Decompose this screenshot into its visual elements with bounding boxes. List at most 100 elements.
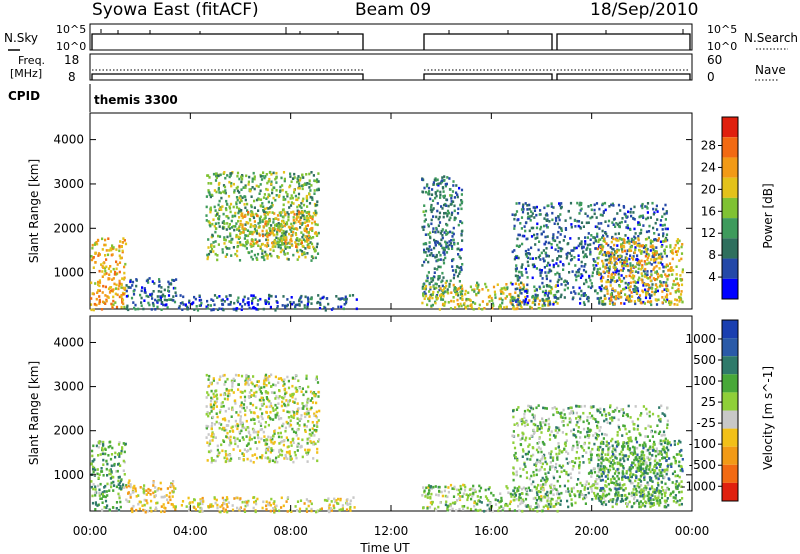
velocity-cell — [224, 460, 228, 463]
velocity-cell — [296, 509, 299, 512]
power-cell — [640, 228, 643, 232]
power-cell — [207, 252, 211, 256]
velocity-cell — [310, 434, 313, 437]
power-cell — [442, 186, 445, 190]
velocity-cell — [269, 450, 272, 454]
power-cell — [552, 235, 555, 238]
power-cell — [290, 226, 293, 230]
velocity-cell — [205, 405, 208, 408]
power-colorbar-segment — [722, 117, 738, 138]
power-cell — [455, 293, 458, 296]
power-cell — [293, 176, 296, 179]
power-cell — [509, 299, 512, 302]
power-cell — [445, 198, 448, 201]
power-cell — [249, 242, 252, 246]
velocity-cell — [303, 412, 306, 415]
power-cell — [260, 204, 263, 208]
power-cell — [653, 266, 656, 269]
velocity-cell — [249, 433, 252, 437]
power-cell — [513, 213, 516, 217]
power-cell — [428, 295, 432, 299]
power-cell — [543, 304, 547, 307]
power-cell — [259, 297, 262, 301]
velocity-cell — [118, 455, 121, 458]
power-cell — [654, 278, 657, 281]
velocity-cell — [226, 398, 229, 401]
velocity-cell — [277, 396, 280, 400]
power-cell — [212, 218, 215, 221]
power-cell — [275, 176, 278, 179]
power-cell — [550, 286, 553, 289]
power-cell — [665, 254, 668, 258]
power-cell — [575, 278, 578, 282]
power-cell — [434, 192, 437, 195]
power-cell — [238, 191, 241, 194]
power-cell — [424, 233, 427, 236]
velocity-cell — [119, 479, 123, 483]
power-cell — [286, 211, 289, 214]
velocity-cell — [513, 486, 516, 490]
velocity-cell — [494, 498, 497, 501]
power-cell — [429, 236, 432, 240]
power-cell — [153, 282, 156, 285]
power-cell — [454, 268, 457, 272]
power-cell — [441, 179, 444, 182]
power-cell — [597, 271, 600, 274]
power-cell — [271, 204, 274, 207]
power-cell — [96, 242, 99, 246]
power-cell — [277, 256, 280, 259]
velocity-cell — [491, 509, 494, 513]
power-cell — [556, 297, 559, 300]
velocity-cell — [542, 406, 545, 410]
velocity-cell — [333, 506, 336, 510]
power-cell — [513, 296, 516, 300]
power-cell — [226, 297, 229, 301]
power-cell — [680, 252, 684, 255]
velocity-cell — [577, 426, 580, 429]
power-cell — [217, 221, 220, 225]
velocity-cell — [272, 507, 275, 510]
power-cell — [120, 283, 123, 286]
power-cell — [645, 291, 648, 294]
power-cell — [109, 286, 113, 289]
power-cell — [229, 210, 232, 214]
power-cell — [472, 301, 475, 304]
velocity-cell — [243, 508, 246, 511]
power-cell — [104, 285, 107, 289]
power-cell — [530, 210, 533, 213]
velocity-cell — [245, 406, 248, 409]
velocity-cell — [224, 418, 227, 422]
power-cell — [256, 303, 259, 306]
velocity-cell — [264, 425, 267, 429]
power-cell — [304, 255, 307, 259]
power-cell — [539, 258, 542, 261]
power-cell — [341, 297, 344, 300]
power-cell — [620, 243, 623, 246]
power-cell — [237, 296, 240, 300]
power-cell — [556, 258, 559, 261]
power-cell — [250, 223, 253, 226]
power-cell — [186, 305, 189, 309]
power-cell — [125, 284, 128, 287]
power-cell — [537, 255, 540, 259]
power-cell — [308, 193, 311, 196]
velocity-cell — [291, 395, 294, 399]
nsky-panel — [89, 23, 693, 51]
power-cell — [649, 242, 652, 245]
power-cell — [244, 234, 247, 237]
velocity-cell — [104, 484, 107, 488]
velocity-cell — [246, 381, 249, 385]
velocity-cell — [439, 501, 442, 504]
velocity-cell — [631, 420, 634, 423]
power-cell — [343, 303, 346, 306]
velocity-cell — [268, 375, 271, 378]
power-cell — [108, 273, 111, 276]
power-cell — [611, 287, 614, 290]
velocity-cell — [586, 415, 589, 419]
power-cell — [629, 228, 632, 231]
power-cell — [272, 221, 275, 224]
power-cell — [559, 233, 562, 236]
power-cell — [209, 208, 212, 212]
velocity-cell — [114, 451, 117, 455]
power-cell — [436, 189, 439, 193]
